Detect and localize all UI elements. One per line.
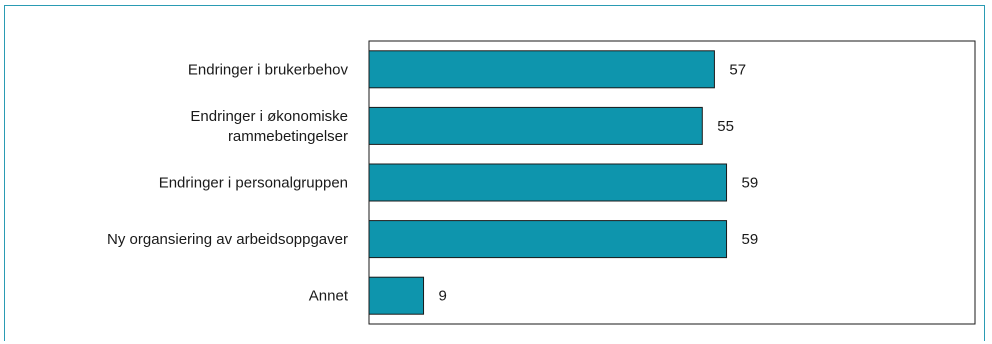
bars-group bbox=[368, 50, 728, 315]
value-labels-group: 57 55 59 59 9 bbox=[439, 61, 759, 304]
category-label-1-line-1: rammebetingelser bbox=[228, 128, 348, 145]
category-label-4: Annet bbox=[309, 288, 349, 305]
chart-frame bbox=[4, 5, 985, 341]
value-label-1: 55 bbox=[717, 118, 734, 135]
value-label-2: 59 bbox=[742, 175, 759, 192]
bar-1 bbox=[368, 106, 703, 145]
category-label-3: Ny organsiering av arbeidsoppgaver bbox=[107, 231, 348, 248]
bar-2 bbox=[368, 163, 728, 202]
bar-0 bbox=[368, 50, 715, 89]
category-label-1-line-0: Endringer i økonomiske bbox=[190, 108, 348, 125]
category-label-2: Endringer i personalgruppen bbox=[159, 175, 348, 192]
category-label-0: Endringer i brukerbehov bbox=[188, 61, 349, 78]
bar-3 bbox=[368, 220, 728, 259]
category-labels-group: Endringer i brukerbehov Endringer i økono… bbox=[107, 61, 349, 304]
value-label-4: 9 bbox=[439, 288, 447, 305]
value-label-3: 59 bbox=[742, 231, 759, 248]
value-label-0: 57 bbox=[729, 61, 746, 78]
bar-4 bbox=[368, 276, 425, 315]
